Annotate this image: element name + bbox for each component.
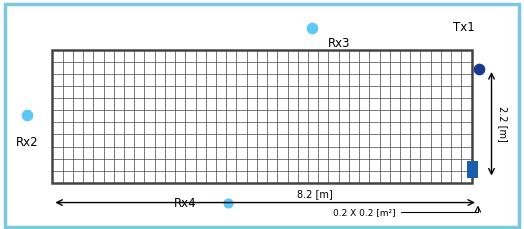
Point <box>308 27 316 30</box>
Text: 8.2 [m]: 8.2 [m] <box>297 188 332 198</box>
Point <box>475 68 484 72</box>
Text: Rx4: Rx4 <box>174 196 196 209</box>
Point <box>224 201 232 204</box>
Text: 0.2 X 0.2 [m²]: 0.2 X 0.2 [m²] <box>333 207 396 216</box>
Bar <box>52 50 472 183</box>
Point <box>23 114 31 117</box>
Text: 2.2 [m]: 2.2 [m] <box>498 106 508 142</box>
Text: Tx1: Tx1 <box>453 21 475 34</box>
Bar <box>467 161 478 179</box>
Text: Rx2: Rx2 <box>16 136 39 148</box>
Text: Rx3: Rx3 <box>328 37 350 50</box>
